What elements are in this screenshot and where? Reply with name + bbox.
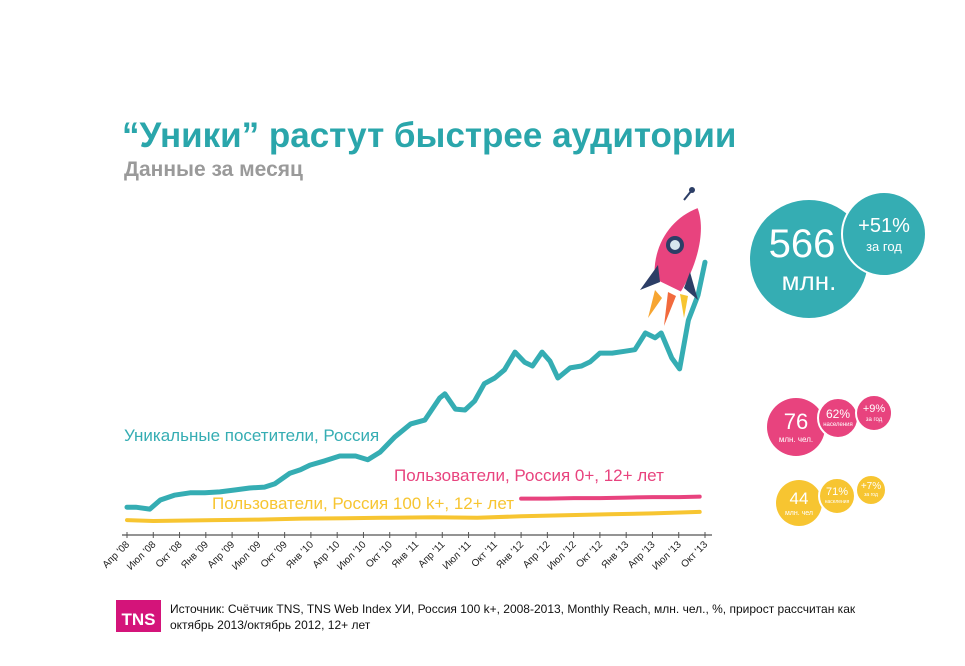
series-line-2 <box>125 509 702 523</box>
uniques-total-bubble: 566 млн. <box>750 200 868 318</box>
uniques-value: 566 <box>768 222 836 266</box>
users-all-share: 62% <box>825 407 851 421</box>
uniques-growth-label: за год <box>866 238 902 254</box>
x-tick-label: Июл '11 <box>441 539 474 572</box>
series-label-users-100k: Пользователи, Россия 100 k+, 12+ лет <box>212 494 514 513</box>
users-all-growth-label: за год <box>865 416 883 423</box>
users-100k-share: 71% <box>825 486 849 498</box>
uniques-growth: +51% <box>858 214 910 237</box>
rocket-icon <box>640 187 701 326</box>
x-tick-label: Янв '09 <box>179 539 211 571</box>
x-tick-label: Июл '10 <box>335 539 369 573</box>
users-100k-total-bubble: 44 млн. чел <box>776 480 822 526</box>
users-100k-share-bubble: 71% населения <box>818 477 856 515</box>
users-100k-value: 44 <box>789 488 809 508</box>
x-tick-label: Июл '12 <box>545 539 579 573</box>
series-line-1 <box>519 494 702 501</box>
users-100k-unit: млн. чел <box>784 509 814 517</box>
users-all-unit: млн. чел. <box>778 434 814 444</box>
users-all-growth-bubble: +9% за год <box>855 394 893 432</box>
chart-title: “Уники” растут быстрее аудитории <box>122 116 737 155</box>
users-100k-growth: +7% <box>860 481 882 492</box>
users-all-share-label: населения <box>823 422 853 428</box>
uniques-growth-bubble: +51% за год <box>841 191 927 277</box>
x-tick-label: Июл '13 <box>651 539 685 573</box>
users-all-share-bubble: 62% населения <box>817 397 859 439</box>
x-tick-label: Янв '12 <box>494 539 526 571</box>
series-line-0 <box>124 259 708 512</box>
users-all-total-bubble: 76 млн. чел. <box>767 398 825 456</box>
chart-subtitle: Данные за месяц <box>124 158 303 181</box>
x-tick-label: Янв '11 <box>390 539 422 571</box>
users-100k-share-label: населения <box>824 499 850 505</box>
users-100k-growth-bubble: +7% за год <box>855 474 887 506</box>
tns-logo: TNS <box>116 600 161 632</box>
x-tick-label: Июл '08 <box>125 539 159 573</box>
x-tick-label: Янв '13 <box>600 539 632 571</box>
source-note: Источник: Счётчик TNS, TNS Web Index УИ,… <box>170 602 856 632</box>
x-tick-label: Янв '10 <box>284 539 316 571</box>
x-tick-label: Окт '10 <box>364 539 395 570</box>
series-label-uniques: Уникальные посетители, Россия <box>124 426 380 445</box>
users-all-value: 76 <box>783 408 809 434</box>
series-label-users-all: Пользователи, Россия 0+, 12+ лет <box>394 466 664 485</box>
users-all-growth: +9% <box>862 402 886 415</box>
x-tick-label: Окт '13 <box>679 539 710 570</box>
users-100k-growth-label: за год <box>864 492 878 498</box>
x-tick-label: Июл '09 <box>230 539 264 573</box>
uniques-unit: млн. <box>781 266 837 296</box>
